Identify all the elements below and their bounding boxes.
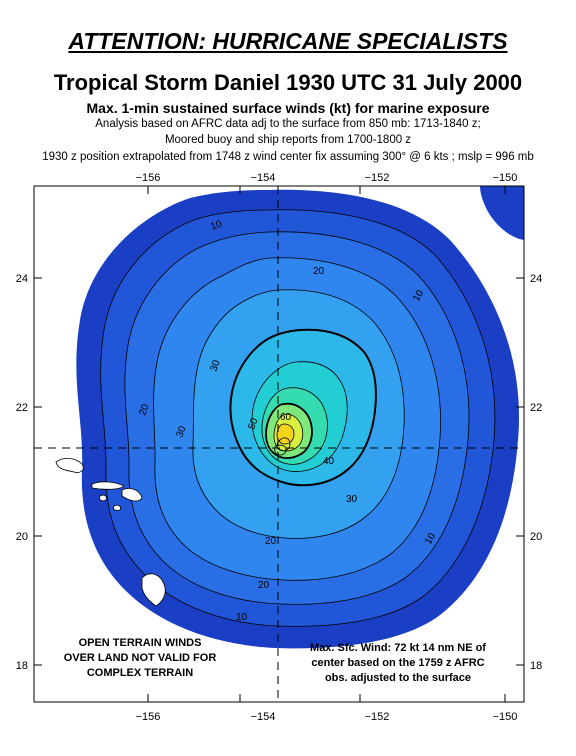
- max-wind-note-line2: center based on the 1759 z AFRC: [311, 657, 484, 669]
- terrain-note: OPEN TERRAIN WINDS OVER LAND NOT VALID F…: [64, 637, 217, 679]
- hawaiian-islands: [55, 458, 166, 607]
- contour-label-group: 10 10 10 10 20 20 20 20 30 30 30 40 50 6…: [137, 219, 438, 623]
- lon-label-top-156: −156: [136, 172, 161, 184]
- lon-label-bottom-156: −156: [136, 711, 161, 723]
- island-kahoolawe: [113, 504, 121, 511]
- subtitle-analysis: Analysis based on AFRC data adj to the s…: [95, 118, 481, 130]
- contour-lines: [100, 209, 496, 627]
- contour-label-60: 60: [280, 412, 292, 423]
- contour-label-10a: 10: [209, 219, 224, 233]
- page-title: Tropical Storm Daniel 1930 UTC 31 July 2…: [53, 70, 523, 95]
- island-molokai: [91, 481, 125, 490]
- contour-label-30c: 30: [346, 494, 358, 505]
- contour-label-50: 50: [246, 416, 260, 431]
- contour-label-10c: 10: [411, 288, 426, 304]
- lon-label-top-154: −154: [251, 172, 276, 184]
- plot-frame: [33, 185, 525, 703]
- max-wind-note-line3: obs. adjusted to the surface: [325, 672, 471, 684]
- island-maui: [121, 488, 143, 502]
- contour-label-10b: 10: [236, 612, 248, 623]
- lon-label-bottom-152: −152: [365, 711, 390, 723]
- lon-label-bottom-150: −150: [493, 711, 518, 723]
- attention-heading: ATTENTION: HURRICANE SPECIALISTS: [68, 28, 508, 54]
- max-wind-note: Max. Sfc. Wind: 72 kt 14 nm NE of center…: [310, 642, 486, 684]
- lon-label-top-152: −152: [365, 172, 390, 184]
- center-crosshair: [34, 186, 524, 702]
- lon-label-top-150: −150: [493, 172, 518, 184]
- contour-label-30b: 30: [174, 424, 188, 439]
- island-big-island: [141, 573, 166, 607]
- contour-label-20c: 20: [265, 536, 277, 547]
- lat-label-right-18: 18: [530, 660, 542, 672]
- lat-label-left-20: 20: [16, 531, 28, 543]
- island-oahu: [55, 458, 84, 473]
- subtitle-buoy: Moored buoy and ship reports from 1700-1…: [164, 134, 412, 146]
- contour-label-20a: 20: [313, 266, 325, 277]
- axis-ticks: [34, 186, 524, 702]
- lat-label-right-22: 22: [530, 402, 542, 414]
- contour-label-10d: 10: [423, 531, 438, 547]
- lat-label-right-20: 20: [530, 531, 542, 543]
- contour-label-40: 40: [323, 456, 335, 467]
- lon-label-bottom-154: −154: [251, 711, 276, 723]
- wind-field: [34, 186, 524, 702]
- island-lanai: [99, 494, 107, 502]
- lat-label-left-22: 22: [16, 402, 28, 414]
- contour-label-20d: 20: [258, 580, 270, 591]
- contour-label-20b: 20: [137, 402, 151, 417]
- subtitle-winds: Max. 1-min sustained surface winds (kt) …: [86, 100, 490, 116]
- wind-band-corner: [480, 186, 524, 240]
- contour-label-30a: 30: [208, 358, 222, 373]
- terrain-note-line2: OVER LAND NOT VALID FOR: [64, 652, 217, 664]
- subtitle-position: 1930 z position extrapolated from 1748 z…: [42, 151, 534, 163]
- lat-label-right-24: 24: [530, 273, 542, 285]
- terrain-note-line3: COMPLEX TERRAIN: [87, 667, 193, 679]
- lat-label-left-24: 24: [16, 273, 28, 285]
- max-wind-note-line1: Max. Sfc. Wind: 72 kt 14 nm NE of: [310, 642, 486, 654]
- lat-label-left-18: 18: [16, 660, 28, 672]
- terrain-note-line1: OPEN TERRAIN WINDS: [79, 637, 202, 649]
